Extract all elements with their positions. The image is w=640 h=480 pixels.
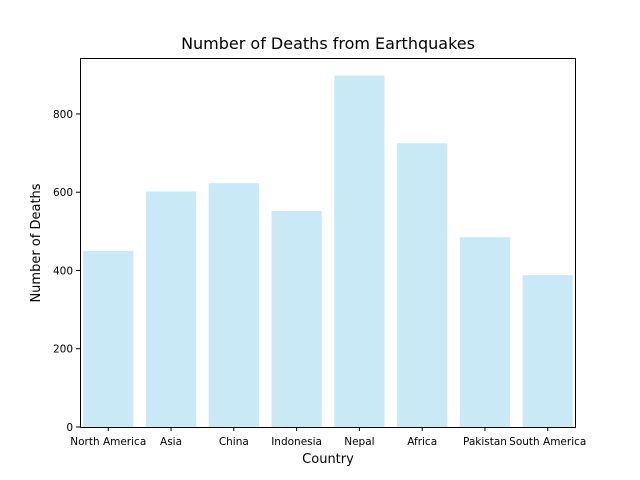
bar-south-america [522, 275, 573, 427]
y-tick-label: 800 [53, 109, 73, 121]
bar-nepal [334, 75, 385, 427]
bar-north-america [83, 250, 134, 427]
y-tick-label: 600 [53, 187, 73, 199]
bar-asia [145, 191, 197, 427]
x-axis-ticks: North America Asia China Indonesia Nepal Afri… [70, 427, 586, 448]
bar-indonesia [271, 211, 322, 427]
bar-africa [397, 143, 448, 427]
x-tick-label: South America [509, 436, 586, 448]
bars-group [83, 75, 573, 427]
x-tick-label: North America [70, 436, 146, 448]
plot-frame [80, 58, 576, 428]
y-tick-label: 200 [53, 344, 73, 356]
bar-china [208, 183, 259, 427]
x-tick-label: Indonesia [271, 436, 322, 448]
x-axis-label: Country [302, 452, 354, 467]
y-axis-label: Number of Deaths [29, 183, 44, 302]
y-tick-label: 400 [53, 265, 73, 277]
chart-title: Number of Deaths from Earthquakes [181, 34, 475, 53]
x-tick-label: China [219, 436, 249, 448]
x-tick-label: Asia [160, 436, 182, 448]
x-tick-label: Pakistan [463, 436, 507, 448]
x-tick-label: Nepal [344, 436, 374, 448]
y-axis-ticks: 0 200 400 600 800 [53, 109, 80, 434]
y-tick-label: 0 [66, 422, 73, 434]
bar-pakistan [459, 237, 511, 427]
x-tick-label: Africa [407, 436, 437, 448]
